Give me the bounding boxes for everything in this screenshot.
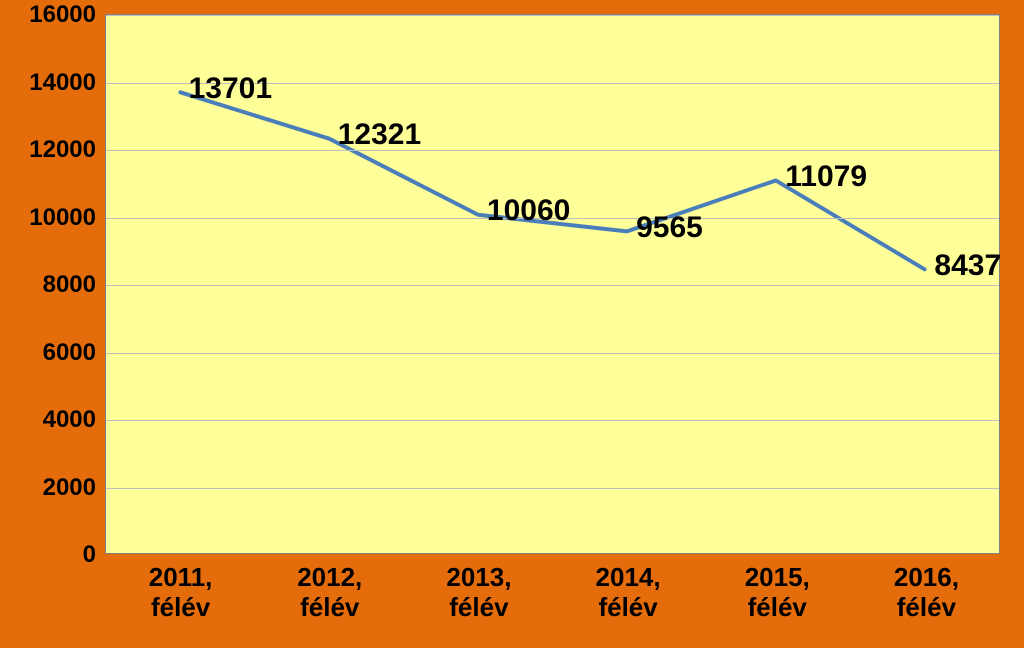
gridline [106, 488, 999, 489]
x-tick-label: 2011,félév [149, 563, 213, 623]
gridline [106, 420, 999, 421]
y-tick-label: 10000 [29, 204, 96, 232]
y-tick-label: 16000 [29, 1, 96, 29]
gridline [106, 285, 999, 286]
chart-frame: 0 2000 4000 6000 8000 10000 12000 14000 16000 201… [0, 0, 1024, 648]
gridline [106, 15, 999, 16]
data-label: 8437 [934, 249, 1001, 283]
y-tick-label: 12000 [29, 136, 96, 164]
x-tick-label: 2016,félév [894, 563, 959, 623]
y-tick-label: 6000 [43, 339, 96, 367]
x-tick-label: 2012,félév [297, 563, 362, 623]
y-tick-label: 14000 [29, 69, 96, 97]
plot-area: 0200040006000800010000120001400016000201… [105, 14, 1000, 554]
y-tick-label: 8000 [43, 271, 96, 299]
data-label: 13701 [189, 72, 272, 106]
gridline [106, 353, 999, 354]
data-label: 10060 [487, 194, 570, 228]
y-tick-label: 0 [83, 541, 96, 569]
x-tick-label: 2015,félév [745, 563, 810, 623]
y-tick-label: 4000 [43, 406, 96, 434]
y-tick-label: 2000 [43, 474, 96, 502]
x-tick-label: 2014,félév [596, 563, 661, 623]
gridline [106, 150, 999, 151]
data-label: 9565 [636, 211, 703, 245]
x-tick-label: 2013,félév [446, 563, 511, 623]
data-label: 12321 [338, 118, 421, 152]
data-label: 11079 [785, 160, 867, 194]
